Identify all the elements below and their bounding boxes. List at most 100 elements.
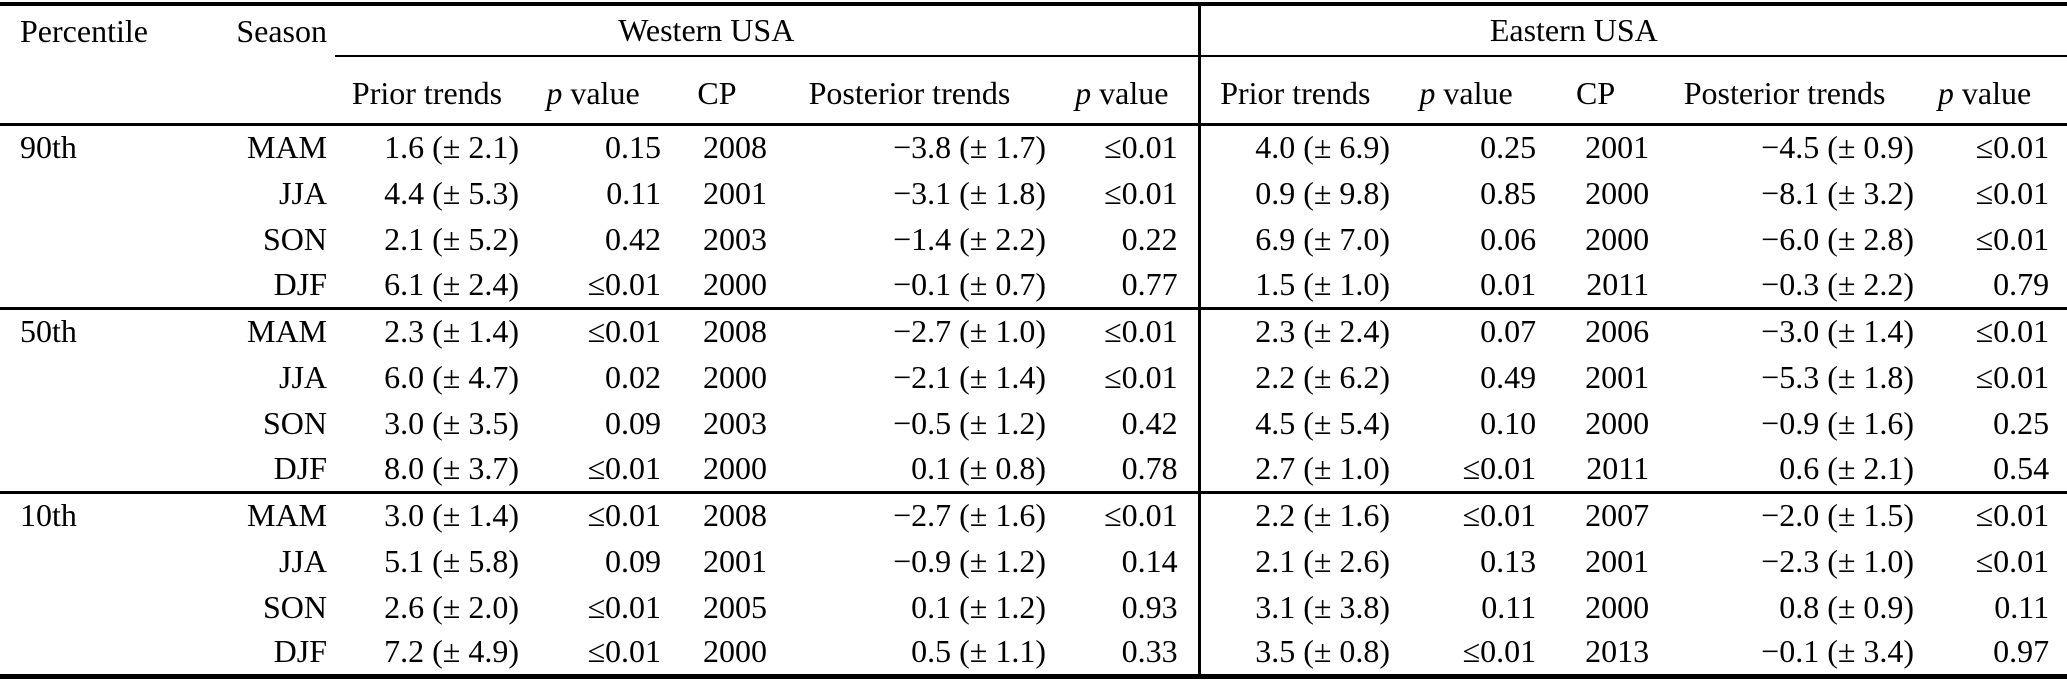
east-prior-p-value-cell: ≤0.01 bbox=[1462, 633, 1537, 670]
table-row: DJF 6.1 (± 2.4) ≤0.01 2000 −0.1 (± 0.7) 0.77 1… bbox=[0, 262, 2067, 308]
west-cp-cell: 2003 bbox=[703, 404, 767, 441]
west-posterior-trend-cell: −0.5 (± 1.2) bbox=[893, 404, 1046, 441]
value-label: value bbox=[1961, 75, 2032, 112]
sub-header-row: Prior trends p value CP Posterior trends… bbox=[0, 56, 2067, 126]
paper-table-figure: Percentile Season Western USA Eastern US… bbox=[0, 2, 2067, 679]
west-posterior-p-value-cell: ≤0.01 bbox=[1104, 174, 1178, 211]
table-row: 50th MAM 2.3 (± 1.4) ≤0.01 2008 −2.7 (± 1.0) ≤… bbox=[0, 306, 2067, 354]
percentile-cell bbox=[0, 216, 160, 262]
east-cp-header: CP bbox=[1542, 56, 1656, 126]
season-cell: DJF bbox=[273, 449, 327, 486]
east-prior-trend-cell: 2.2 (± 6.2) bbox=[1197, 354, 1397, 400]
west-posterior-trend-cell: −2.1 (± 1.4) bbox=[893, 358, 1046, 395]
west-prior-p-value-cell: 0.09 bbox=[605, 542, 661, 579]
season-cell: DJF bbox=[273, 265, 327, 302]
west-posterior-p-value-cell: 0.33 bbox=[1121, 633, 1178, 670]
west-posterior-trends-header: Posterior trends bbox=[773, 56, 1052, 126]
table-row: SON 3.0 (± 3.5) 0.09 2003 −0.5 (± 1.2) 0.42 4.… bbox=[0, 400, 2067, 446]
west-posterior-trend-cell: 0.5 (± 1.1) bbox=[911, 633, 1046, 670]
east-prior-p-value-cell: 0.85 bbox=[1480, 174, 1537, 211]
east-prior-p-value-cell: 0.07 bbox=[1396, 306, 1543, 354]
east-prior-p-value-cell: 0.49 bbox=[1480, 358, 1537, 395]
percentile-cell bbox=[0, 170, 160, 216]
west-prior-p-value-cell: 0.42 bbox=[605, 220, 661, 257]
west-posterior-trend-cell: −2.7 (± 1.0) bbox=[773, 306, 1052, 354]
east-posterior-trend-cell: −0.9 (± 1.6) bbox=[1761, 404, 1915, 441]
table-row: DJF 7.2 (± 4.9) ≤0.01 2000 0.5 (± 1.1) 0.33 3.… bbox=[0, 630, 2067, 676]
east-prior-p-value-header: p value bbox=[1396, 56, 1543, 126]
west-cp-cell: 2001 bbox=[703, 542, 767, 579]
east-posterior-trend-cell: −6.0 (± 2.8) bbox=[1761, 220, 1915, 257]
east-posterior-p-value-cell: 0.25 bbox=[1993, 404, 2050, 441]
value-label: value bbox=[570, 75, 640, 112]
season-cell: SON bbox=[262, 220, 327, 257]
west-posterior-trend-cell: −0.1 (± 0.7) bbox=[893, 265, 1046, 302]
east-prior-p-value-cell: 0.01 bbox=[1480, 265, 1537, 302]
west-cp-cell: 2000 bbox=[703, 449, 767, 486]
east-posterior-p-value-cell: ≤0.01 bbox=[1975, 542, 2050, 579]
season-column-header: Season bbox=[236, 12, 327, 49]
empty-header-cell bbox=[0, 56, 160, 126]
table-row: JJA 5.1 (± 5.8) 0.09 2001 −0.9 (± 1.2) 0.14 2.… bbox=[0, 538, 2067, 584]
east-prior-trend-cell: 3.1 (± 3.8) bbox=[1197, 584, 1397, 630]
west-cp-cell: 2001 bbox=[703, 174, 767, 211]
season-cell: JJA bbox=[278, 358, 327, 395]
east-posterior-p-value-header: p value bbox=[1920, 56, 2067, 126]
west-cp-cell: 2008 bbox=[667, 490, 773, 538]
west-cp-header: CP bbox=[667, 56, 773, 126]
west-posterior-p-value-cell: 0.22 bbox=[1121, 220, 1178, 257]
west-prior-trend-cell: 2.3 (± 1.4) bbox=[335, 306, 525, 354]
percentile-cell bbox=[0, 354, 160, 400]
west-posterior-trend-cell: −2.7 (± 1.6) bbox=[773, 490, 1052, 538]
west-prior-trend-cell: 5.1 (± 5.8) bbox=[384, 542, 519, 579]
west-cp-cell: 2008 bbox=[703, 129, 767, 166]
west-posterior-p-value-cell: 0.77 bbox=[1121, 265, 1178, 302]
table-row: JJA 4.4 (± 5.3) 0.11 2001 −3.1 (± 1.8) ≤0.01 0… bbox=[0, 170, 2067, 216]
west-prior-p-value-cell: ≤0.01 bbox=[525, 306, 667, 354]
west-posterior-p-value-cell: ≤0.01 bbox=[1104, 129, 1178, 166]
west-cp-cell: 2000 bbox=[703, 265, 767, 302]
east-cp-cell: 2011 bbox=[1586, 265, 1650, 302]
percentile-block-90th: 90th MAM 1.6 (± 2.1) 0.15 2008 −3.8 (± 1.7) ≤0… bbox=[0, 124, 2067, 308]
east-cp-cell: 2000 bbox=[1585, 174, 1650, 211]
empty-header-cell bbox=[160, 56, 335, 126]
west-posterior-p-value-cell: 0.42 bbox=[1121, 404, 1178, 441]
west-posterior-trend-cell: −3.8 (± 1.7) bbox=[893, 129, 1046, 166]
west-posterior-trend-cell: −1.4 (± 2.2) bbox=[893, 220, 1046, 257]
table-row: 90th MAM 1.6 (± 2.1) 0.15 2008 −3.8 (± 1.7) ≤0… bbox=[0, 124, 2067, 170]
east-posterior-trend-cell: −2.3 (± 1.0) bbox=[1761, 542, 1915, 579]
west-prior-p-value-cell: 0.15 bbox=[605, 129, 661, 166]
east-posterior-trend-cell: 0.8 (± 0.9) bbox=[1779, 588, 1915, 625]
season-cell: MAM bbox=[246, 129, 327, 166]
west-posterior-p-value-cell: ≤0.01 bbox=[1052, 306, 1200, 354]
table-row: SON 2.6 (± 2.0) ≤0.01 2005 0.1 (± 1.2) 0.93 3.… bbox=[0, 584, 2067, 630]
east-cp-cell: 2006 bbox=[1542, 306, 1656, 354]
percentile-cell bbox=[0, 630, 160, 676]
east-prior-trends-header: Prior trends bbox=[1197, 56, 1397, 126]
east-posterior-trend-cell: −3.0 (± 1.4) bbox=[1655, 306, 1921, 354]
value-label: value bbox=[1099, 75, 1169, 112]
west-cp-cell: 2000 bbox=[703, 633, 767, 670]
west-posterior-trend-cell: −3.1 (± 1.8) bbox=[893, 174, 1046, 211]
west-posterior-trend-cell: 0.1 (± 1.2) bbox=[911, 588, 1046, 625]
eastern-usa-group-header: Eastern USA bbox=[1197, 4, 2067, 57]
percentile-cell bbox=[0, 538, 160, 584]
western-usa-group-header: Western USA bbox=[335, 4, 1200, 57]
east-prior-trend-cell: 6.9 (± 7.0) bbox=[1197, 216, 1397, 262]
table-row: 10th MAM 3.0 (± 1.4) ≤0.01 2008 −2.7 (± 1.6) ≤… bbox=[0, 490, 2067, 538]
west-prior-trend-cell: 7.2 (± 4.9) bbox=[384, 633, 519, 670]
season-cell: SON bbox=[262, 588, 327, 625]
east-cp-cell: 2000 bbox=[1585, 220, 1650, 257]
west-prior-trends-header: Prior trends bbox=[335, 56, 525, 126]
west-prior-trend-cell: 6.0 (± 4.7) bbox=[384, 358, 519, 395]
p-symbol: p bbox=[1937, 75, 1954, 112]
east-posterior-trends-header: Posterior trends bbox=[1655, 56, 1921, 126]
west-posterior-trend-cell: 0.1 (± 0.8) bbox=[911, 449, 1046, 486]
east-posterior-p-value-cell: 0.54 bbox=[1993, 449, 2050, 486]
percentile-cell: 50th bbox=[0, 306, 160, 354]
percentile-column-header: Percentile bbox=[20, 12, 148, 49]
percentile-cell: 90th bbox=[20, 129, 77, 166]
west-prior-trend-cell: 8.0 (± 3.7) bbox=[384, 449, 519, 486]
east-posterior-p-value-cell: 0.79 bbox=[1993, 265, 2050, 302]
east-posterior-p-value-cell: ≤0.01 bbox=[1975, 129, 2050, 166]
